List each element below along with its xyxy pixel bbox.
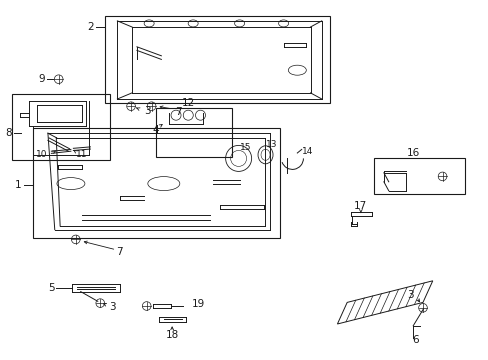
Bar [105,16,329,103]
Text: 17: 17 [353,201,367,211]
Text: 7: 7 [116,247,123,257]
Text: 3: 3 [407,290,413,300]
Bar [33,128,280,238]
Text: 16: 16 [406,148,419,158]
Text: 14: 14 [302,147,313,156]
Bar [373,158,464,194]
Text: 15: 15 [240,143,251,152]
Text: 19: 19 [191,299,204,309]
Bar [156,108,232,157]
Text: 18: 18 [165,330,179,340]
Text: 3: 3 [109,302,116,312]
Text: 1: 1 [15,180,22,190]
Bar [12,94,110,160]
Text: 11: 11 [76,150,88,158]
Text: 9: 9 [38,74,45,84]
Text: 5: 5 [48,283,55,293]
Text: 3: 3 [144,106,151,116]
Text: 6: 6 [411,335,418,345]
Text: 8: 8 [5,128,12,138]
Text: 12: 12 [181,98,195,108]
Text: 13: 13 [265,140,277,149]
Text: 4: 4 [152,125,159,135]
Text: 2: 2 [87,22,94,32]
Text: 7: 7 [175,107,182,117]
Text: 10: 10 [36,150,47,158]
